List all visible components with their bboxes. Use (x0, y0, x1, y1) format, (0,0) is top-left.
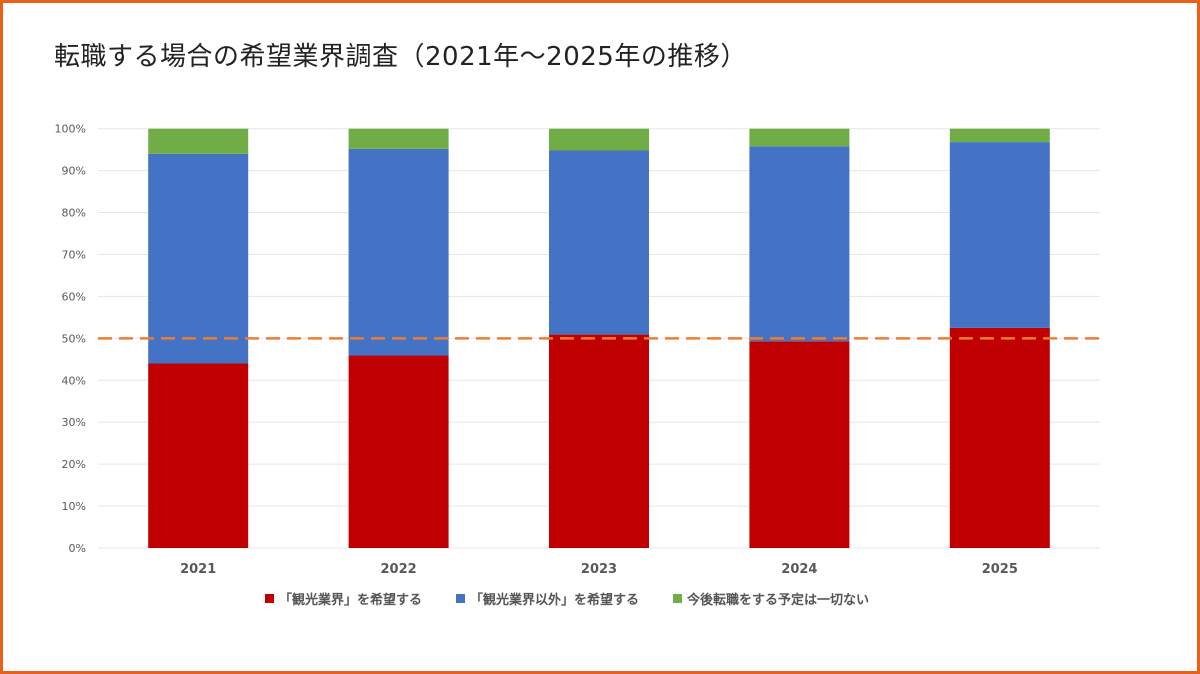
bar-segment-2023-2 (549, 128, 649, 151)
y-tick-label: 10% (62, 500, 86, 513)
bar-segment-2022-1 (348, 148, 449, 356)
y-tick-label: 100% (55, 123, 86, 136)
y-tick-label: 30% (62, 416, 86, 429)
bar-segment-2022-0 (348, 355, 449, 548)
x-tick-label: 2022 (381, 562, 417, 577)
y-tick-label: 0% (69, 542, 86, 555)
y-tick-label: 80% (62, 207, 86, 220)
y-tick-label: 40% (62, 374, 86, 387)
y-tick-label: 60% (62, 290, 86, 303)
legend-swatch (265, 594, 274, 603)
legend-label: 「観光業界以外」を希望する (470, 593, 640, 608)
bar-segment-2024-1 (749, 146, 850, 342)
bar-segment-2021-1 (148, 153, 249, 364)
legend-label: 今後転職をする予定は一切ない (687, 593, 870, 608)
legend-item: 「観光業界以外」を希望する (456, 589, 639, 608)
y-tick-label: 70% (62, 248, 86, 261)
x-tick-label: 2025 (982, 562, 1018, 577)
bar-segment-2025-0 (949, 327, 1050, 548)
legend-item: 今後転職をする予定は一切ない (673, 589, 869, 608)
chart-title: 転職する場合の希望業界調査（2021年～2025年の推移） (54, 42, 747, 72)
legend-item: 「観光業界」を希望する (265, 589, 422, 608)
x-tick-label: 2021 (180, 562, 216, 577)
y-tick-label: 90% (62, 165, 86, 178)
bar-segment-2025-1 (949, 142, 1050, 328)
y-tick-label: 20% (62, 458, 86, 471)
legend-swatch (456, 594, 466, 603)
bar-segment-2023-0 (549, 334, 649, 548)
x-tick-label: 2024 (781, 562, 817, 577)
bar-segment-2024-0 (749, 341, 850, 548)
chart-legend: 「観光業界」を希望する 「観光業界以外」を希望する 今後転職をする予定は一切ない (265, 589, 869, 608)
legend-swatch (673, 594, 683, 603)
bar-segment-2021-0 (148, 363, 249, 548)
bar-segment-2022-2 (348, 128, 449, 149)
bar-segment-2024-2 (749, 128, 850, 147)
bar-segment-2023-1 (549, 150, 649, 335)
y-tick-label: 50% (62, 332, 86, 345)
bar-segment-2025-2 (949, 128, 1050, 143)
legend-label: 「観光業界」を希望する (279, 593, 423, 608)
bar-segment-2021-2 (148, 128, 249, 154)
x-tick-label: 2023 (581, 562, 617, 577)
